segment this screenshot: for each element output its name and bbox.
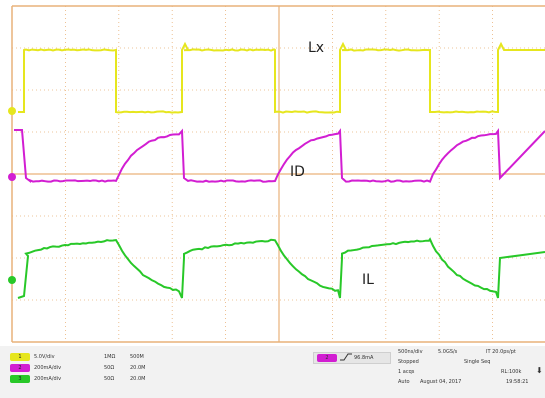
- acquisition-state: Stopped: [398, 358, 419, 367]
- acquisition-mode: Single Seq: [464, 358, 490, 367]
- channel-2-marker[interactable]: [8, 173, 16, 181]
- rising-edge-icon: [340, 353, 352, 365]
- resolution-value: IT 20.0ps/pt: [486, 348, 516, 357]
- trigger-readout[interactable]: 2 96.8mA: [313, 352, 391, 364]
- id-label: ID: [290, 164, 305, 180]
- sample-rate-value: 5.0GS/s: [438, 348, 457, 357]
- trigger-mode: Auto: [398, 378, 410, 387]
- channel-1-scale: 5.0V/div: [34, 352, 55, 362]
- channel-1-marker[interactable]: [8, 107, 16, 115]
- trigger-source-badge: 2: [317, 354, 337, 362]
- channel-1-impedance: 1MΩ: [104, 352, 115, 362]
- acquisition-readout[interactable]: 500ns/div 5.0GS/s IT 20.0ps/pt Stopped S…: [398, 348, 545, 398]
- trigger-level: 96.8mA: [354, 353, 373, 363]
- capture-date: August 04, 2017: [420, 378, 461, 387]
- capture-time: 19:58:21: [506, 378, 528, 387]
- il-trace: [18, 239, 545, 298]
- il-label: IL: [362, 272, 374, 288]
- channel-2-impedance: 50Ω: [104, 363, 114, 373]
- channel-2-badge: 2: [10, 364, 30, 372]
- record-length: RL:100k: [501, 368, 521, 377]
- status-bar: 1 5.0V/div 1MΩ 500M 2 200mA/div 50Ω 20.0…: [0, 346, 545, 398]
- channel-2-bandwidth: 20.0M: [130, 363, 145, 373]
- channel-3-marker[interactable]: [8, 276, 16, 284]
- channel-3-impedance: 50Ω: [104, 374, 114, 384]
- acquisition-count: 1 acqs: [398, 368, 414, 377]
- waveform-screen: [0, 0, 545, 346]
- channel-3-badge: 3: [10, 375, 30, 383]
- channel-1-badge: 1: [10, 353, 30, 361]
- channel-2-scale: 200mA/div: [34, 363, 61, 373]
- channel-3-scale: 200mA/div: [34, 374, 61, 384]
- channel-1-bandwidth: 500M: [130, 352, 144, 362]
- down-arrow-icon: ⬇: [536, 366, 543, 375]
- lx-label: Lx: [308, 40, 324, 56]
- lx-trace: [18, 44, 545, 113]
- timebase-value: 500ns/div: [398, 348, 423, 357]
- channel-3-bandwidth: 20.0M: [130, 374, 145, 384]
